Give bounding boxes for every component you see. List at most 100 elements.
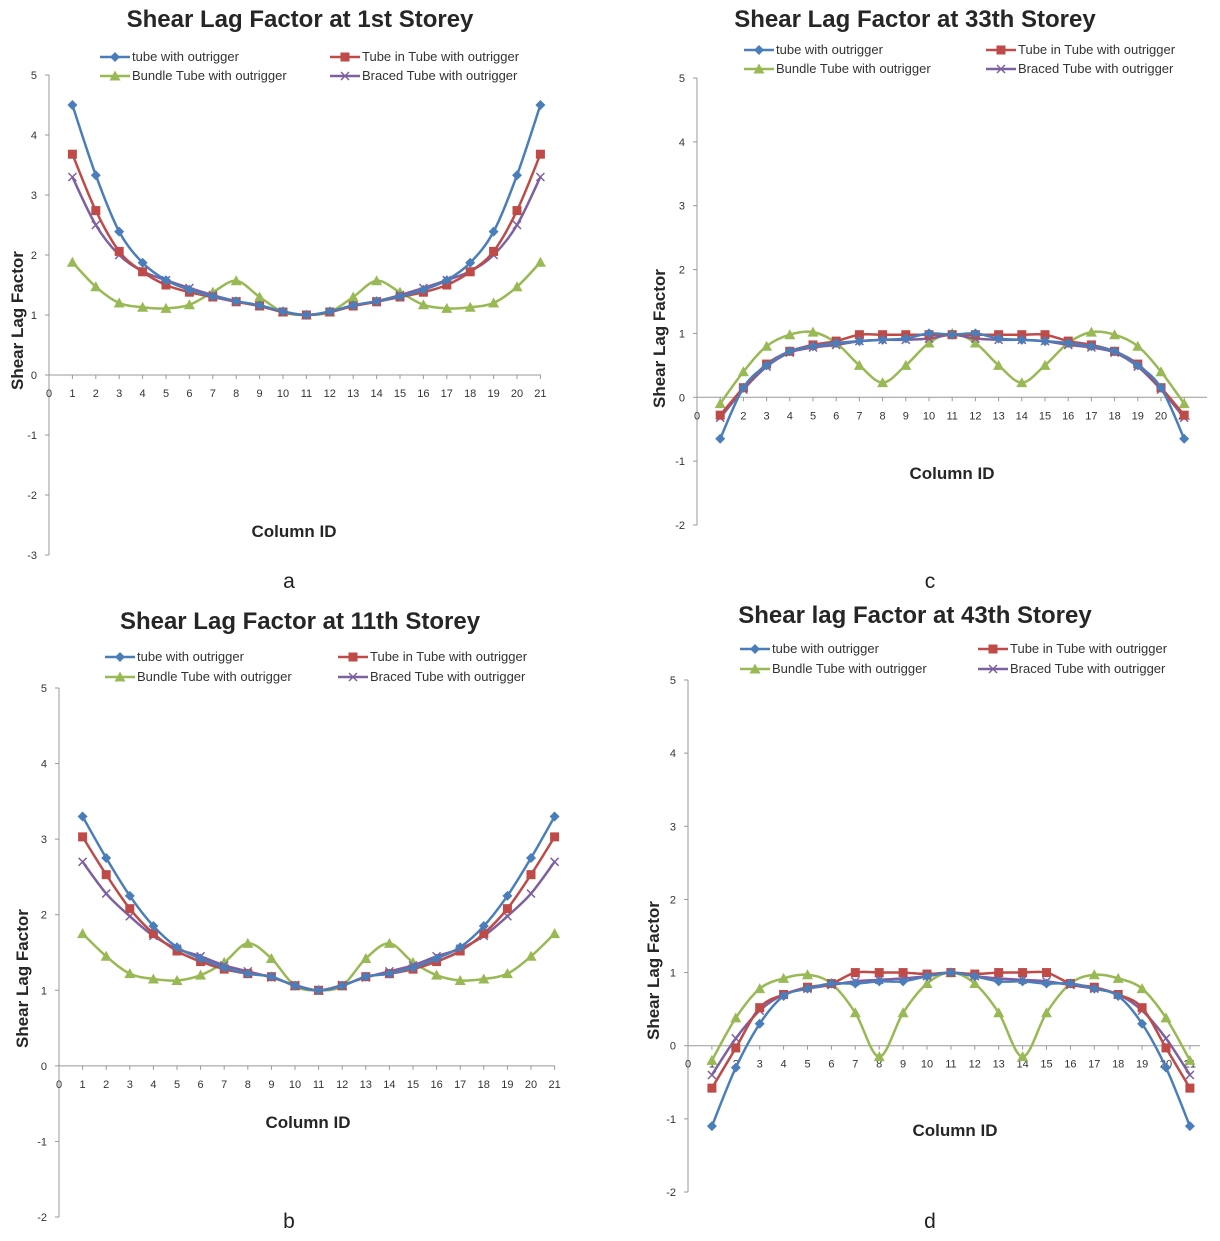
- data-point: [1156, 382, 1166, 393]
- data-point: [850, 978, 861, 989]
- x-tick-label: 11: [946, 410, 957, 422]
- legend-swatch: [986, 41, 1016, 56]
- x-tick-label: 14: [383, 1079, 395, 1091]
- data-point: [831, 338, 842, 349]
- data-point: [898, 976, 909, 987]
- data-point: [478, 973, 490, 984]
- legend-marker-shape: [348, 652, 358, 662]
- data-point: [923, 337, 935, 348]
- legend-item: Tube in Tube with outrigger: [338, 647, 527, 665]
- x-tick-label: 19: [487, 388, 499, 400]
- x-tick-label: 18: [1108, 410, 1120, 422]
- series-line: [71, 153, 542, 317]
- x-tick-label: 5: [163, 388, 169, 400]
- x-tick-label: 8: [245, 1079, 251, 1091]
- x-tick-label: 20: [525, 1079, 537, 1091]
- legend-label: Tube in Tube with outrigger: [362, 48, 520, 64]
- data-point: [549, 928, 561, 939]
- y-tick-label: 4: [670, 748, 676, 760]
- x-tick-label: 13: [993, 1059, 1005, 1071]
- x-tick-label: 2: [103, 1079, 109, 1091]
- x-tick-label: 21: [548, 1079, 560, 1091]
- data-point: [100, 950, 112, 961]
- data-point: [91, 206, 101, 216]
- data-point: [431, 969, 443, 980]
- data-point: [1161, 1062, 1171, 1073]
- x-tick-label: 4: [140, 388, 146, 400]
- data-point: [850, 968, 860, 978]
- legend-marker-shape: [114, 671, 126, 682]
- y-axis-title: Shear Lag Factor: [13, 909, 32, 1048]
- data-point: [441, 302, 453, 313]
- data-point: [242, 968, 253, 979]
- data-point: [755, 1003, 765, 1013]
- legend-swatch: [744, 41, 774, 56]
- series-tube-in-tube-with-outrigger: [78, 832, 560, 995]
- data-point: [171, 974, 183, 985]
- chart-panel-a: Shear Lag Factor at 1st Storey tube with…: [0, 0, 600, 600]
- x-tick-label: 8: [233, 388, 239, 400]
- data-point: [431, 953, 442, 964]
- x-tick-label: 17: [1085, 410, 1097, 422]
- data-point: [534, 256, 546, 267]
- data-point: [730, 1012, 742, 1023]
- x-tick-label: 10: [277, 388, 289, 400]
- data-point: [501, 968, 513, 979]
- data-point: [371, 296, 382, 307]
- data-point: [371, 275, 383, 286]
- data-point: [924, 328, 934, 339]
- y-tick-label: -2: [37, 1212, 47, 1224]
- legend-marker-shape: [109, 70, 121, 81]
- x-tick-label: 5: [174, 1079, 180, 1091]
- data-point: [77, 811, 88, 822]
- x-tick-label: 11: [313, 1079, 324, 1091]
- data-point: [66, 256, 78, 267]
- data-point: [784, 329, 796, 340]
- x-tick-label: 17: [1088, 1059, 1100, 1071]
- x-tick-label: 1: [69, 388, 75, 400]
- data-point: [1161, 1043, 1171, 1053]
- legend-marker-shape: [115, 651, 125, 662]
- data-point: [231, 296, 242, 307]
- data-point: [897, 1007, 909, 1018]
- data-point: [1132, 340, 1144, 351]
- data-point: [101, 889, 111, 899]
- data-point: [1160, 1012, 1172, 1023]
- legend-item: Tube in Tube with outrigger: [986, 40, 1175, 58]
- data-point: [478, 921, 489, 932]
- data-point: [738, 382, 749, 393]
- y-tick-label: -1: [37, 1136, 47, 1148]
- x-tick-label: 11: [301, 388, 312, 400]
- legend-item: tube with outrigger: [744, 40, 883, 58]
- x-tick-label: 16: [1062, 410, 1074, 422]
- data-point: [67, 100, 78, 110]
- x-tick-label: 7: [210, 388, 216, 400]
- x-tick-label: 2: [93, 388, 99, 400]
- legend-item: Bundle Tube with outrigger: [740, 659, 927, 677]
- data-point: [114, 246, 124, 256]
- figure-caption: d: [924, 1210, 936, 1233]
- plot-area: -2-1012345012345678910111213141516171819…: [666, 675, 1200, 1199]
- legend-marker: [100, 51, 130, 62]
- data-point: [526, 870, 536, 880]
- data-point: [465, 257, 476, 268]
- series-tube-in-tube-with-outrigger: [707, 968, 1195, 1093]
- legend-marker: [105, 651, 135, 662]
- x-tick-label: 20: [511, 388, 523, 400]
- data-point: [1085, 326, 1097, 337]
- data-point: [90, 281, 102, 292]
- data-point: [184, 284, 195, 295]
- data-point: [808, 341, 818, 352]
- data-point: [418, 284, 429, 295]
- data-point: [993, 976, 1004, 987]
- x-tick-label: 7: [852, 1059, 858, 1071]
- data-point: [731, 1043, 741, 1053]
- data-point: [1041, 978, 1052, 989]
- data-point: [1137, 1018, 1148, 1029]
- x-tick-label: 12: [336, 1079, 348, 1091]
- data-point: [1089, 983, 1100, 994]
- legend-marker: [740, 643, 770, 654]
- data-point: [526, 853, 536, 864]
- data-point: [826, 978, 837, 989]
- data-point: [207, 291, 218, 302]
